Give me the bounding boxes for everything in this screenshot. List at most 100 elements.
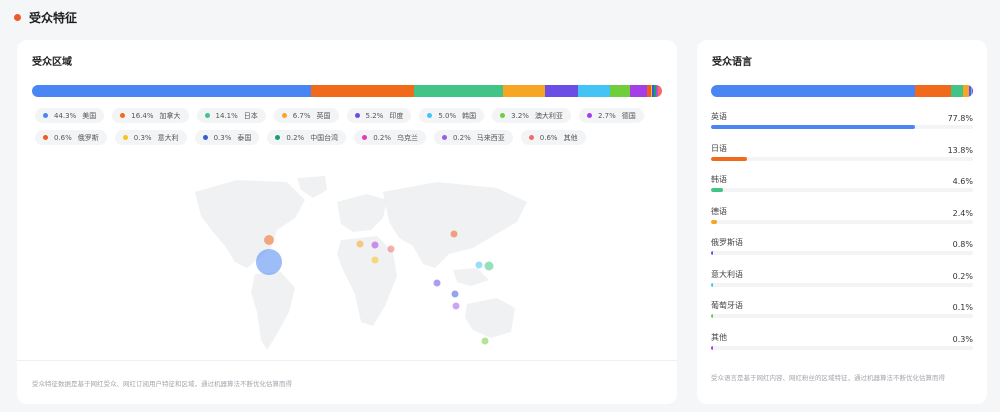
map-bubble[interactable] [256,249,282,275]
map-bubble[interactable] [484,261,494,271]
language-progress-track [711,345,973,350]
map-bubble[interactable] [371,256,379,264]
language-progress-fill [711,345,713,350]
region-bar-segment [656,85,659,97]
region-legend-item[interactable]: 2.7% 德国 [578,108,644,123]
legend-country: 意大利 [157,133,179,142]
language-percent: 2.4% [952,208,973,218]
legend-dot-icon [362,135,368,140]
language-bar-segment [972,85,973,97]
region-legend-item[interactable]: 5.0% 韩国 [419,108,485,123]
section-dot-icon [14,13,21,21]
region-divider [17,360,677,361]
map-bubble[interactable] [452,302,460,310]
legend-country: 德国 [621,111,636,120]
language-progress-track [711,314,973,318]
map-bubbles [256,230,494,345]
legend-percent: 0.2% [286,133,305,142]
region-bar-segment [414,85,504,97]
section-header: 受众特征 [14,8,77,26]
legend-percent: 16.4% [131,111,154,120]
map-bubble[interactable] [450,230,458,238]
legend-dot-icon [120,113,126,118]
language-progress-fill [711,219,718,224]
region-legend-item[interactable]: 0.6% 其他 [520,130,586,145]
map-bubble[interactable] [475,261,483,269]
legend-percent: 0.2% [452,133,471,142]
region-bar-segment [629,85,647,97]
legend-country: 英国 [316,111,331,120]
section-title: 受众特征 [29,10,78,25]
region-bar-segment [32,85,312,97]
region-legend-item[interactable]: 0.3% 意大利 [114,130,187,145]
region-legend: 44.3% 美国 16.4% 加拿大 14.1% 日本 6.7% 英国 5.2% 印度 5.0% 韩国… [35,108,665,145]
map-bubble[interactable] [433,279,441,287]
language-bar-segment [950,85,964,97]
audience-region-card: 受众区域 44.3% 美国 16.4% 加拿大 14.1% 日本 6.7% 英国 5.2% 印度 5… [17,40,677,404]
region-legend-item[interactable]: 0.2% 乌克兰 [354,130,426,145]
region-legend-item[interactable]: 0.2% 马来西亚 [433,130,513,145]
region-legend-item[interactable]: 0.6% 俄罗斯 [35,130,107,145]
region-card-title: 受众区域 [32,57,72,68]
legend-dot-icon [43,113,48,118]
language-row: 英语 77.8% [711,111,973,139]
legend-country: 中国台湾 [310,133,339,142]
language-percent: 0.2% [952,271,973,281]
world-map [195,176,527,350]
language-progress-fill [711,125,915,129]
legend-country: 泰国 [237,133,252,142]
language-name: 日语 [711,143,727,153]
language-progress-fill [711,156,748,161]
region-legend-item[interactable]: 0.3% 泰国 [194,130,260,145]
map-bubble[interactable] [371,241,379,249]
legend-country: 加拿大 [159,111,181,120]
legend-percent: 0.3% [133,133,152,142]
language-row: 其他 0.3% [711,332,973,360]
region-bar-segment [652,85,655,97]
legend-percent: 6.7% [292,111,311,120]
world-map-landmass [195,176,527,350]
region-legend-item[interactable]: 3.2% 澳大利亚 [492,108,571,123]
region-legend-item[interactable]: 5.2% 印度 [346,108,412,123]
map-bubble[interactable] [451,290,459,298]
language-stacked-bar [711,85,973,97]
legend-dot-icon [202,135,208,140]
language-bar-segment [914,85,951,97]
region-legend-item[interactable]: 44.3% 美国 [35,108,105,123]
region-stacked-bar [32,85,662,97]
region-legend-item[interactable]: 16.4% 加拿大 [112,108,189,123]
map-bubble[interactable] [481,337,489,345]
legend-dot-icon [586,113,592,118]
region-legend-item[interactable]: 14.1% 日本 [196,108,266,123]
language-row: 韩语 4.6% [711,174,973,202]
legend-percent: 14.1% [215,111,238,120]
language-bar-segment [963,85,970,97]
language-percent: 4.6% [952,177,973,186]
language-name: 英语 [711,112,727,121]
legend-country: 其他 [563,133,578,142]
language-progress-fill [711,282,713,287]
region-bar-segment [311,85,415,97]
language-progress-fill [711,251,714,255]
map-bubble[interactable] [264,235,274,245]
region-bar-segment [503,85,546,97]
legend-country: 韩国 [462,111,477,120]
language-name: 意大利语 [711,269,743,279]
region-legend-item[interactable]: 6.7% 英国 [273,108,339,123]
language-row: 日语 13.8% [711,143,973,171]
audience-language-card: 受众语言 英语 77.8% 日语 13.8% 韩语 4.6% 德语 2.4% 俄罗斯语 0.8% 意… [697,40,987,404]
legend-percent: 5.2% [365,111,384,120]
legend-country: 美国 [82,111,97,120]
language-percent: 0.1% [952,303,973,312]
legend-percent: 2.7% [597,111,616,120]
language-progress-track [711,125,973,129]
map-bubble[interactable] [356,240,364,248]
language-progress-track [711,282,973,287]
legend-dot-icon [528,135,534,140]
map-bubble[interactable] [387,245,395,253]
region-bar-segment [646,85,651,97]
region-legend-item[interactable]: 0.2% 中国台湾 [267,130,347,145]
region-bar-segment [578,85,610,97]
language-progress-track [711,156,973,161]
legend-percent: 0.6% [539,133,558,142]
